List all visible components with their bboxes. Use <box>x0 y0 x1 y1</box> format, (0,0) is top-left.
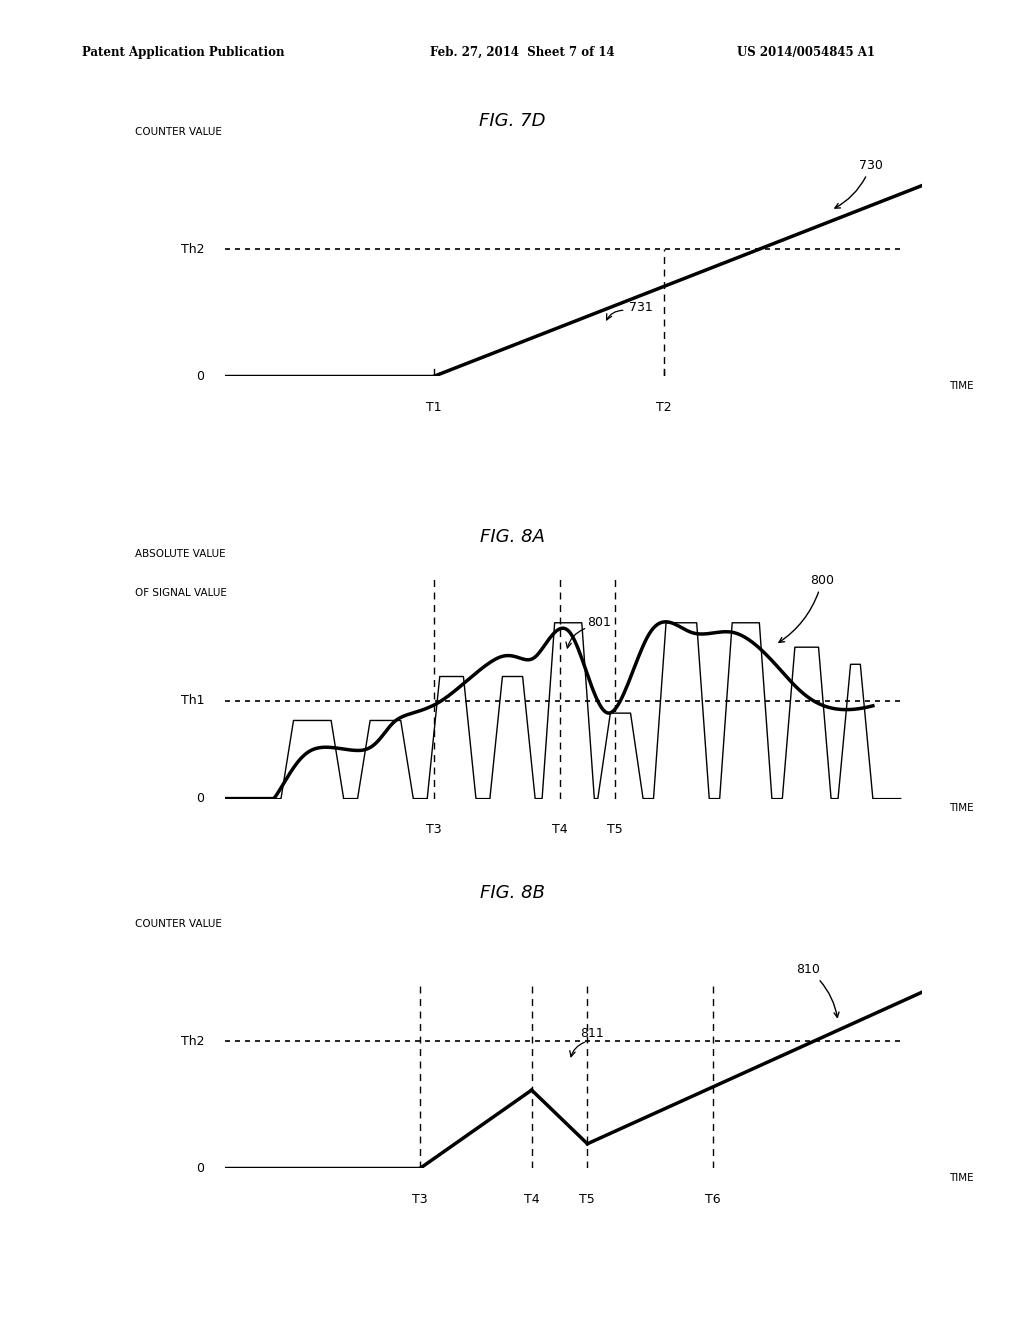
Text: 810: 810 <box>797 962 839 1018</box>
Text: TIME: TIME <box>949 381 974 391</box>
Text: T3: T3 <box>413 1193 428 1205</box>
Text: 800: 800 <box>779 574 835 643</box>
Text: 730: 730 <box>835 158 883 209</box>
Text: T5: T5 <box>580 1193 595 1205</box>
Text: COUNTER VALUE: COUNTER VALUE <box>135 127 221 137</box>
Text: TIME: TIME <box>949 1173 974 1183</box>
Text: T3: T3 <box>426 824 442 836</box>
Text: T5: T5 <box>607 824 623 836</box>
Text: Th1: Th1 <box>181 694 205 708</box>
Text: Feb. 27, 2014  Sheet 7 of 14: Feb. 27, 2014 Sheet 7 of 14 <box>430 46 614 59</box>
Text: T4: T4 <box>524 1193 540 1205</box>
Text: T2: T2 <box>656 401 672 413</box>
Text: 801: 801 <box>588 616 611 630</box>
Text: T1: T1 <box>426 401 442 413</box>
Text: COUNTER VALUE: COUNTER VALUE <box>135 919 221 929</box>
Text: TIME: TIME <box>949 804 974 813</box>
Text: Th2: Th2 <box>181 243 205 256</box>
Text: Th2: Th2 <box>181 1035 205 1048</box>
Text: OF SIGNAL VALUE: OF SIGNAL VALUE <box>135 589 226 598</box>
Text: 811: 811 <box>581 1027 604 1040</box>
Text: FIG. 7D: FIG. 7D <box>479 112 545 131</box>
Text: 0: 0 <box>197 1162 205 1175</box>
Text: 0: 0 <box>197 792 205 805</box>
Text: FIG. 8B: FIG. 8B <box>479 884 545 903</box>
Text: 0: 0 <box>197 370 205 383</box>
Text: US 2014/0054845 A1: US 2014/0054845 A1 <box>737 46 876 59</box>
Text: T4: T4 <box>552 824 567 836</box>
Text: ABSOLUTE VALUE: ABSOLUTE VALUE <box>135 549 225 560</box>
Text: FIG. 8A: FIG. 8A <box>479 528 545 546</box>
Text: 731: 731 <box>629 301 653 314</box>
Text: Patent Application Publication: Patent Application Publication <box>82 46 285 59</box>
Text: T6: T6 <box>705 1193 721 1205</box>
